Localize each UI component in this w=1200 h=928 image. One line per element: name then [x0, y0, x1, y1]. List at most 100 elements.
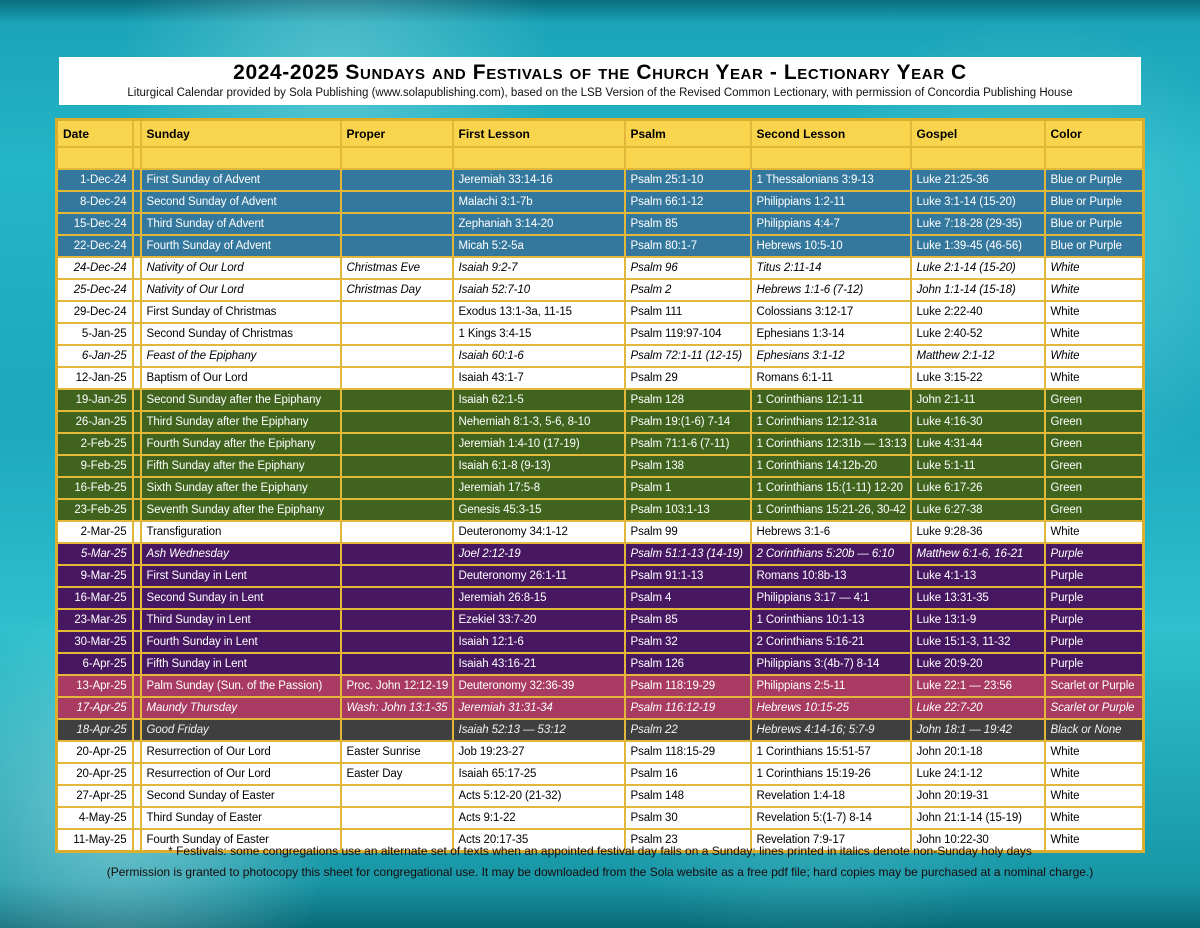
psalm-cell: Psalm 103:1-13 [623, 498, 752, 522]
title-band: 2024-2025 Sundays and Festivals of the C… [59, 57, 1141, 105]
gutter-cell [131, 674, 142, 698]
spacer-cell [131, 146, 142, 170]
gutter-cell [131, 190, 142, 214]
second-lesson-cell: Titus 2:11-14 [749, 256, 912, 280]
table-row: 26-Jan-25 Third Sunday after the Epiphany… [55, 410, 1145, 434]
date-cell: 9-Feb-25 [55, 454, 134, 478]
second-lesson-cell: 1 Corinthians 12:31b — 13:13 [749, 432, 912, 456]
sunday-cell: First Sunday of Advent [139, 168, 342, 192]
sunday-cell: Transfiguration [139, 520, 342, 544]
sunday-cell: Nativity of Our Lord [139, 256, 342, 280]
first-lesson-cell: Isaiah 62:1-5 [451, 388, 626, 412]
psalm-cell: Psalm 32 [623, 630, 752, 654]
proper-cell: Easter Day [339, 762, 454, 786]
date-cell: 29-Dec-24 [55, 300, 134, 324]
second-lesson-cell: 1 Corinthians 12:12-31a [749, 410, 912, 434]
gutter-cell [131, 696, 142, 720]
date-cell: 6-Apr-25 [55, 652, 134, 676]
proper-cell: Wash: John 13:1-35 [339, 696, 454, 720]
second-lesson-cell: Hebrews 10:15-25 [749, 696, 912, 720]
second-lesson-cell: 1 Corinthians 15:(1-11) 12-20 [749, 476, 912, 500]
second-lesson-cell: Revelation 1:4-18 [749, 784, 912, 808]
sunday-cell: Fifth Sunday after the Epiphany [139, 454, 342, 478]
date-cell: 2-Mar-25 [55, 520, 134, 544]
page-title: 2024-2025 Sundays and Festivals of the C… [233, 61, 967, 84]
page-subtitle: Liturgical Calendar provided by Sola Pub… [127, 87, 1073, 99]
sunday-cell: First Sunday of Christmas [139, 300, 342, 324]
table-row: 29-Dec-24 First Sunday of Christmas Exodus… [55, 300, 1145, 324]
spacer-cell [909, 146, 1046, 170]
second-lesson-cell: Hebrews 4:14-16; 5:7-9 [749, 718, 912, 742]
psalm-cell: Psalm 118:19-29 [623, 674, 752, 698]
first-lesson-cell: Exodus 13:1-3a, 11-15 [451, 300, 626, 324]
first-lesson-cell: Isaiah 9:2-7 [451, 256, 626, 280]
proper-cell [339, 784, 454, 808]
gospel-cell: Matthew 6:1-6, 16-21 [909, 542, 1046, 566]
psalm-cell: Psalm 118:15-29 [623, 740, 752, 764]
color-cell: Green [1043, 454, 1145, 478]
gutter-cell [131, 630, 142, 654]
proper-cell [339, 564, 454, 588]
column-header-date: Date [55, 118, 134, 148]
psalm-cell: Psalm 4 [623, 586, 752, 610]
color-cell: Blue or Purple [1043, 190, 1145, 214]
table-row: 2-Mar-25 Transfiguration Deuteronomy 34:1-… [55, 520, 1145, 544]
first-lesson-cell: Nehemiah 8:1-3, 5-6, 8-10 [451, 410, 626, 434]
gospel-cell: John 20:1-18 [909, 740, 1046, 764]
psalm-cell: Psalm 71:1-6 (7-11) [623, 432, 752, 456]
color-cell: Green [1043, 476, 1145, 500]
gospel-cell: John 20:19-31 [909, 784, 1046, 808]
table-row: 16-Mar-25 Second Sunday in Lent Jeremiah 2… [55, 586, 1145, 610]
spacer-cell [55, 146, 134, 170]
gutter-cell [131, 410, 142, 434]
date-cell: 20-Apr-25 [55, 762, 134, 786]
gutter-cell [131, 256, 142, 280]
second-lesson-cell: 1 Corinthians 15:19-26 [749, 762, 912, 786]
table-row: 24-Dec-24 Nativity of Our Lord Christmas E… [55, 256, 1145, 280]
color-cell: White [1043, 784, 1145, 808]
first-lesson-cell: Jeremiah 26:8-15 [451, 586, 626, 610]
sunday-cell: Palm Sunday (Sun. of the Passion) [139, 674, 342, 698]
color-cell: Purple [1043, 586, 1145, 610]
gutter-cell [131, 454, 142, 478]
gospel-cell: John 2:1-11 [909, 388, 1046, 412]
first-lesson-cell: Job 19:23-27 [451, 740, 626, 764]
proper-cell [339, 586, 454, 610]
sunday-cell: Resurrection of Our Lord [139, 740, 342, 764]
table-row: 9-Mar-25 First Sunday in Lent Deuteronomy … [55, 564, 1145, 588]
sunday-cell: Second Sunday of Easter [139, 784, 342, 808]
psalm-cell: Psalm 30 [623, 806, 752, 830]
proper-cell [339, 410, 454, 434]
gutter-cell [131, 432, 142, 456]
column-header-color: Color [1043, 118, 1145, 148]
gutter-cell [131, 520, 142, 544]
date-cell: 8-Dec-24 [55, 190, 134, 214]
sunday-cell: Baptism of Our Lord [139, 366, 342, 390]
date-cell: 23-Feb-25 [55, 498, 134, 522]
gutter-cell [131, 740, 142, 764]
second-lesson-cell: Colossians 3:12-17 [749, 300, 912, 324]
psalm-cell: Psalm 119:97-104 [623, 322, 752, 346]
color-cell: Green [1043, 498, 1145, 522]
date-cell: 15-Dec-24 [55, 212, 134, 236]
gospel-cell: Luke 4:1-13 [909, 564, 1046, 588]
second-lesson-cell: Romans 6:1-11 [749, 366, 912, 390]
color-cell: White [1043, 256, 1145, 280]
gutter-cell [131, 344, 142, 368]
gospel-cell: Luke 13:1-9 [909, 608, 1046, 632]
second-lesson-cell: Philippians 2:5-11 [749, 674, 912, 698]
column-header-proper: Proper [339, 118, 454, 148]
proper-cell [339, 498, 454, 522]
gutter-cell [131, 784, 142, 808]
psalm-cell: Psalm 72:1-11 (12-15) [623, 344, 752, 368]
proper-cell: Easter Sunrise [339, 740, 454, 764]
table-row: 22-Dec-24 Fourth Sunday of Advent Micah 5:… [55, 234, 1145, 258]
gospel-cell: Luke 4:31-44 [909, 432, 1046, 456]
color-cell: Purple [1043, 652, 1145, 676]
psalm-cell: Psalm 99 [623, 520, 752, 544]
gutter-cell [131, 542, 142, 566]
color-cell: Purple [1043, 542, 1145, 566]
psalm-cell: Psalm 16 [623, 762, 752, 786]
gospel-cell: Luke 2:22-40 [909, 300, 1046, 324]
